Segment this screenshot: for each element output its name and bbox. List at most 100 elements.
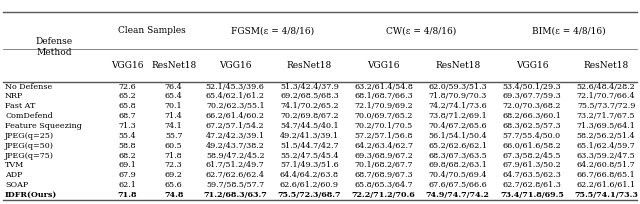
Text: ADP: ADP (5, 171, 22, 179)
Text: TVM: TVM (5, 161, 24, 169)
Text: ResNet18: ResNet18 (151, 61, 196, 70)
Text: 57.7/55.4/50.0: 57.7/55.4/50.0 (503, 132, 561, 140)
Text: 73.8/71.2/69.1: 73.8/71.2/69.1 (428, 112, 487, 120)
Text: Clean Samples: Clean Samples (118, 26, 186, 35)
Text: 72.0/70.3/68.2: 72.0/70.3/68.2 (502, 102, 561, 110)
Text: JPEG(q=75): JPEG(q=75) (5, 152, 54, 160)
Text: 70.4/70.5/69.4: 70.4/70.5/69.4 (429, 171, 487, 179)
Text: 58.8: 58.8 (119, 142, 136, 150)
Text: Fast AT: Fast AT (5, 102, 35, 110)
Text: 72.1/70.7/66.4: 72.1/70.7/66.4 (577, 92, 636, 100)
Text: VGG16: VGG16 (111, 61, 144, 70)
Text: 74.2/74.1/73.6: 74.2/74.1/73.6 (428, 102, 487, 110)
Text: 62.7/62.8/61.3: 62.7/62.8/61.3 (502, 181, 561, 189)
Text: No Defense: No Defense (5, 83, 52, 91)
Text: 68.2: 68.2 (118, 152, 136, 160)
Text: 73.4/71.8/69.5: 73.4/71.8/69.5 (500, 191, 564, 199)
Text: 75.5/72.3/68.7: 75.5/72.3/68.7 (278, 191, 341, 199)
Text: 72.1/70.9/69.2: 72.1/70.9/69.2 (354, 102, 413, 110)
Text: 66.2/61.4/60.2: 66.2/61.4/60.2 (205, 112, 265, 120)
Text: 62.1: 62.1 (118, 181, 136, 189)
Text: VGG16: VGG16 (516, 61, 548, 70)
Text: 74.1: 74.1 (164, 122, 182, 130)
Text: 71.4: 71.4 (164, 112, 182, 120)
Text: 76.4: 76.4 (164, 83, 182, 91)
Text: 65.8/65.3/64.7: 65.8/65.3/64.7 (355, 181, 413, 189)
Text: JPEG(q=50): JPEG(q=50) (5, 142, 54, 150)
Text: 63.2/61.4/54.8: 63.2/61.4/54.8 (354, 83, 413, 91)
Text: 70.1/68.2/67.7: 70.1/68.2/67.7 (355, 161, 413, 169)
Text: 58.2/56.2/51.4: 58.2/56.2/51.4 (577, 132, 636, 140)
Text: 70.0/69.7/65.2: 70.0/69.7/65.2 (355, 112, 413, 120)
Text: 71.8/70.9/70.3: 71.8/70.9/70.3 (429, 92, 487, 100)
Text: 74.1/70.2/65.2: 74.1/70.2/65.2 (280, 102, 339, 110)
Text: 64.2/60.8/51.7: 64.2/60.8/51.7 (577, 161, 636, 169)
Text: 69.3/68.9/67.2: 69.3/68.9/67.2 (354, 152, 413, 160)
Text: 58.9/47.2/45.2: 58.9/47.2/45.2 (206, 152, 264, 160)
Text: ResNet18: ResNet18 (435, 61, 481, 70)
Text: 55.4: 55.4 (118, 132, 136, 140)
Text: VGG16: VGG16 (367, 61, 400, 70)
Text: 67.2/57.1/54.2: 67.2/57.1/54.2 (206, 122, 264, 130)
Text: 49.2/43.7/38.2: 49.2/43.7/38.2 (206, 142, 265, 150)
Text: 63.3/59.2/47.5: 63.3/59.2/47.5 (577, 152, 636, 160)
Text: 65.6: 65.6 (164, 181, 182, 189)
Text: 71.3/69.5/64.1: 71.3/69.5/64.1 (577, 122, 636, 130)
Text: 74.9/74.7/74.2: 74.9/74.7/74.2 (426, 191, 490, 199)
Text: 72.3: 72.3 (164, 161, 182, 169)
Text: 62.0/59.3/51.3: 62.0/59.3/51.3 (428, 83, 487, 91)
Text: 68.7: 68.7 (118, 112, 136, 120)
Text: 56.1/54.1/50.4: 56.1/54.1/50.4 (428, 132, 487, 140)
Text: 68.2/66.3/60.1: 68.2/66.3/60.1 (502, 112, 561, 120)
Text: 65.1/62.4/59.7: 65.1/62.4/59.7 (577, 142, 636, 150)
Text: 64.7/63.5/62.3: 64.7/63.5/62.3 (502, 171, 561, 179)
Text: 65.2/62.6/62.1: 65.2/62.6/62.1 (428, 142, 487, 150)
Text: 68.3/62.5/57.3: 68.3/62.5/57.3 (502, 122, 561, 130)
Text: NRP: NRP (5, 92, 24, 100)
Text: CW(ε = 4/8/16): CW(ε = 4/8/16) (385, 26, 456, 35)
Text: 67.3/58.2/45.5: 67.3/58.2/45.5 (502, 152, 561, 160)
Text: 51.5/44.7/42.7: 51.5/44.7/42.7 (280, 142, 339, 150)
Text: Feature Squeezing: Feature Squeezing (5, 122, 82, 130)
Text: 66.0/61.6/58.2: 66.0/61.6/58.2 (502, 142, 561, 150)
Text: 57.1/49.3/51.6: 57.1/49.3/51.6 (280, 161, 339, 169)
Text: BIM(ε = 4/8/16): BIM(ε = 4/8/16) (532, 26, 606, 35)
Text: 51.3/42.4/37.9: 51.3/42.4/37.9 (280, 83, 339, 91)
Text: 69.1: 69.1 (118, 161, 136, 169)
Text: 52.1/45.3/39.6: 52.1/45.3/39.6 (206, 83, 265, 91)
Text: 59.7/58.5/57.7: 59.7/58.5/57.7 (206, 181, 264, 189)
Text: 70.2/62.3/55.1: 70.2/62.3/55.1 (206, 102, 264, 110)
Text: 65.4: 65.4 (164, 92, 182, 100)
Text: 71.3: 71.3 (118, 122, 136, 130)
Text: 66.7/66.8/65.1: 66.7/66.8/65.1 (577, 171, 636, 179)
Text: 69.3/67.7/59.3: 69.3/67.7/59.3 (502, 92, 561, 100)
Text: 64.4/64.2/63.8: 64.4/64.2/63.8 (280, 171, 339, 179)
Text: 53.4/50.1/29.3: 53.4/50.1/29.3 (502, 83, 561, 91)
Text: Defense
Method: Defense Method (36, 37, 73, 57)
Text: 54.7/44.5/40.1: 54.7/44.5/40.1 (280, 122, 339, 130)
Text: 68.1/68.7/66.3: 68.1/68.7/66.3 (354, 92, 413, 100)
Text: 69.2/68.5/68.3: 69.2/68.5/68.3 (280, 92, 339, 100)
Text: ResNet18: ResNet18 (584, 61, 628, 70)
Text: 71.8: 71.8 (165, 152, 182, 160)
Text: JPEG(q=25): JPEG(q=25) (5, 132, 54, 140)
Text: 62.2/61.6/61.1: 62.2/61.6/61.1 (577, 181, 636, 189)
Text: 57.2/57.1/56.8: 57.2/57.1/56.8 (355, 132, 413, 140)
Text: 61.7/51.2/49.7: 61.7/51.2/49.7 (206, 161, 264, 169)
Text: 64.2/63.4/62.7: 64.2/63.4/62.7 (354, 142, 413, 150)
Text: 70.4/67.2/65.6: 70.4/67.2/65.6 (428, 122, 487, 130)
Text: 71.8: 71.8 (118, 191, 137, 199)
Text: 72.2/71.2/70.6: 72.2/71.2/70.6 (352, 191, 415, 199)
Text: 73.2/71.7/67.5: 73.2/71.7/67.5 (577, 112, 636, 120)
Text: FGSM(ε = 4/8/16): FGSM(ε = 4/8/16) (231, 26, 314, 35)
Text: 75.5/74.1/73.3: 75.5/74.1/73.3 (574, 191, 638, 199)
Text: 72.6: 72.6 (118, 83, 136, 91)
Text: 75.5/73.7/72.9: 75.5/73.7/72.9 (577, 102, 636, 110)
Text: 65.2: 65.2 (118, 92, 136, 100)
Text: 62.6/61.2/60.9: 62.6/61.2/60.9 (280, 181, 339, 189)
Text: 67.9/61.3/50.2: 67.9/61.3/50.2 (502, 161, 561, 169)
Text: 71.2/68.3/63.7: 71.2/68.3/63.7 (204, 191, 267, 199)
Text: 49.2/41.3/39.1: 49.2/41.3/39.1 (280, 132, 339, 140)
Text: 47.2/42.3/39.1: 47.2/42.3/39.1 (205, 132, 265, 140)
Text: 70.2/69.8/67.2: 70.2/69.8/67.2 (280, 112, 339, 120)
